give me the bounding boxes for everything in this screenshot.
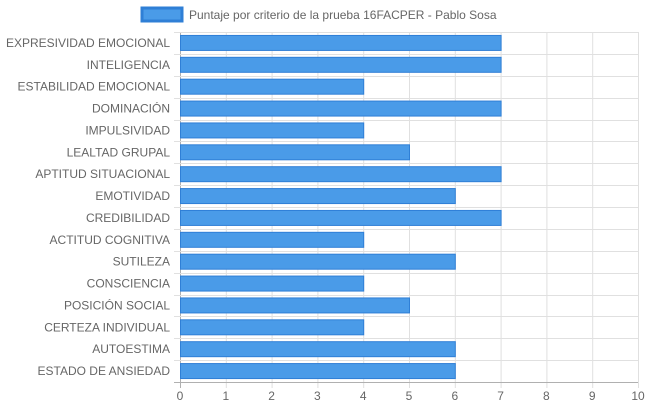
y-tick-label: EMOTIVIDAD <box>95 189 170 203</box>
x-tick-label: 6 <box>451 389 458 403</box>
x-tick-label: 9 <box>589 389 596 403</box>
bar[interactable] <box>180 166 502 183</box>
x-tick-label: 10 <box>631 389 645 403</box>
y-tick-label: CERTEZA INDIVIDUAL <box>44 320 170 334</box>
bar[interactable] <box>180 122 365 139</box>
bars <box>180 34 502 380</box>
y-tick-label: DOMINACIÓN <box>92 101 170 116</box>
x-tick-label: 8 <box>543 389 550 403</box>
bar[interactable] <box>180 209 502 226</box>
bar[interactable] <box>180 34 502 51</box>
x-tick-label: 3 <box>314 389 321 403</box>
y-tick-label: AUTOESTIMA <box>92 342 170 356</box>
y-tick-label: ESTABILIDAD EMOCIONAL <box>18 80 171 94</box>
y-tick-label: POSICIÓN SOCIAL <box>64 297 170 312</box>
y-tick-label: LEALTAD GRUPAL <box>67 145 171 159</box>
bar[interactable] <box>180 56 502 73</box>
bar[interactable] <box>180 297 410 314</box>
y-tick-label: INTELIGENCIA <box>87 58 170 72</box>
bar[interactable] <box>180 100 502 117</box>
bar[interactable] <box>180 188 456 205</box>
y-tick-label: EXPRESIVIDAD EMOCIONAL <box>6 36 170 50</box>
y-tick-label: APTITUD SITUACIONAL <box>35 167 170 181</box>
legend-label[interactable]: Puntaje por criterio de la prueba 16FACP… <box>189 8 497 22</box>
x-tick-label: 1 <box>222 389 229 403</box>
x-tick-label: 4 <box>360 389 367 403</box>
x-tick-label: 2 <box>268 389 275 403</box>
x-tick-label: 7 <box>497 389 504 403</box>
y-axis-labels: EXPRESIVIDAD EMOCIONAL INTELIGENCIA ESTABI… <box>6 36 170 378</box>
bar[interactable] <box>180 275 365 292</box>
y-tick-label: ESTADO DE ANSIEDAD <box>38 364 171 378</box>
grid <box>174 32 639 388</box>
y-tick-label: IMPULSIVIDAD <box>85 123 170 137</box>
bar[interactable] <box>180 319 365 336</box>
bar[interactable] <box>180 144 410 161</box>
y-tick-label: CONSCIENCIA <box>87 277 170 291</box>
y-tick-label: CREDIBILIDAD <box>86 211 170 225</box>
y-tick-label: SUTILEZA <box>113 255 170 269</box>
bar[interactable] <box>180 253 456 270</box>
bar[interactable] <box>180 231 365 248</box>
legend-swatch[interactable] <box>140 6 184 23</box>
bar[interactable] <box>180 363 456 380</box>
y-tick-label: ACTITUD COGNITIVA <box>50 233 170 247</box>
x-axis-labels: 0 1 2 3 4 5 6 7 8 9 10 <box>177 389 645 403</box>
bar[interactable] <box>180 341 456 358</box>
x-tick-label: 5 <box>406 389 413 403</box>
bar[interactable] <box>180 78 365 95</box>
x-tick-label: 0 <box>177 389 184 403</box>
legend[interactable]: Puntaje por criterio de la prueba 16FACP… <box>140 6 497 23</box>
